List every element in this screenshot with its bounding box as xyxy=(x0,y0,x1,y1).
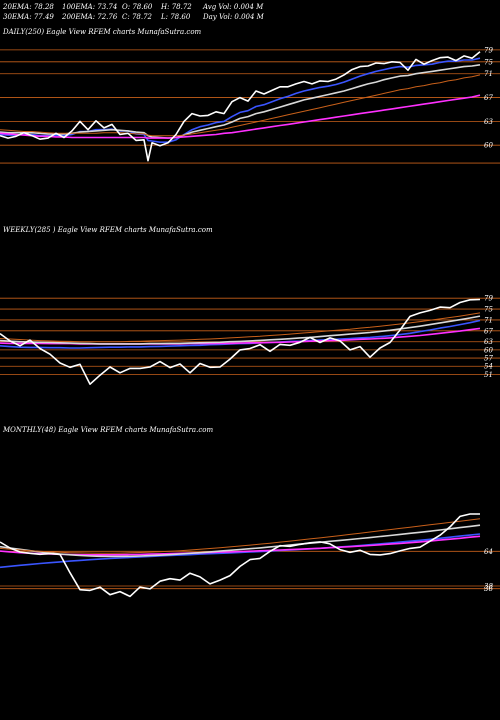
y-tick-label: 63 xyxy=(484,338,493,346)
y-tick-label: 71 xyxy=(484,70,493,78)
y-tick-label: 71 xyxy=(484,316,493,324)
ema-line xyxy=(0,64,481,139)
ema-line xyxy=(0,312,481,343)
daily-chart: 79 75 71 67 63 60 xyxy=(0,46,500,164)
y-tick-label: 60 xyxy=(484,346,493,354)
price-line xyxy=(0,298,481,385)
price-line xyxy=(0,51,481,162)
ema100-stat: 100EMA: 73.74 xyxy=(62,3,118,11)
y-tick-label: 75 xyxy=(484,58,493,66)
daily-title: DAILY(250) Eagle View RFEM charts Munafa… xyxy=(3,28,202,36)
ema30-stat: 30EMA: 77.49 xyxy=(3,13,54,21)
ema-line xyxy=(0,518,481,554)
ema-line xyxy=(0,74,481,137)
y-tick-label: 67 xyxy=(484,327,493,335)
ema200-stat: 200EMA: 72.76 xyxy=(62,13,118,21)
day-vol-stat: Day Vol: 0.004 M xyxy=(203,13,264,21)
ema-line xyxy=(0,533,481,569)
y-tick-label: 36 xyxy=(484,585,493,593)
ema-line xyxy=(0,524,481,558)
y-tick-label: 75 xyxy=(484,306,493,314)
monthly-title: MONTHLY(48) Eagle View RFEM charts Munaf… xyxy=(3,426,214,434)
y-tick-label: 63 xyxy=(484,118,493,126)
avg-vol-stat: Avg Vol: 0.004 M xyxy=(203,3,264,11)
ema20-stat: 20EMA: 78.28 xyxy=(3,3,54,11)
y-tick-label: 54 xyxy=(484,363,493,371)
y-tick-label: 64 xyxy=(484,548,493,556)
y-tick-label: 79 xyxy=(484,295,493,303)
close-stat: C: 78.72 xyxy=(122,13,152,21)
y-tick-label: 79 xyxy=(484,46,493,54)
price-line xyxy=(0,513,480,598)
weekly-title: WEEKLY(285 ) Eagle View RFEM charts Muna… xyxy=(3,226,213,234)
high-stat: H: 78.72 xyxy=(161,3,192,11)
y-tick-label: 57 xyxy=(484,355,493,363)
y-tick-label: 67 xyxy=(484,94,493,102)
y-tick-label: 38 xyxy=(484,583,493,591)
y-tick-label: 51 xyxy=(484,371,493,379)
low-stat: L: 78.60 xyxy=(161,13,191,21)
open-stat: O: 78.60 xyxy=(122,3,153,11)
y-tick-label: 60 xyxy=(484,142,493,150)
ema-line xyxy=(0,94,481,139)
